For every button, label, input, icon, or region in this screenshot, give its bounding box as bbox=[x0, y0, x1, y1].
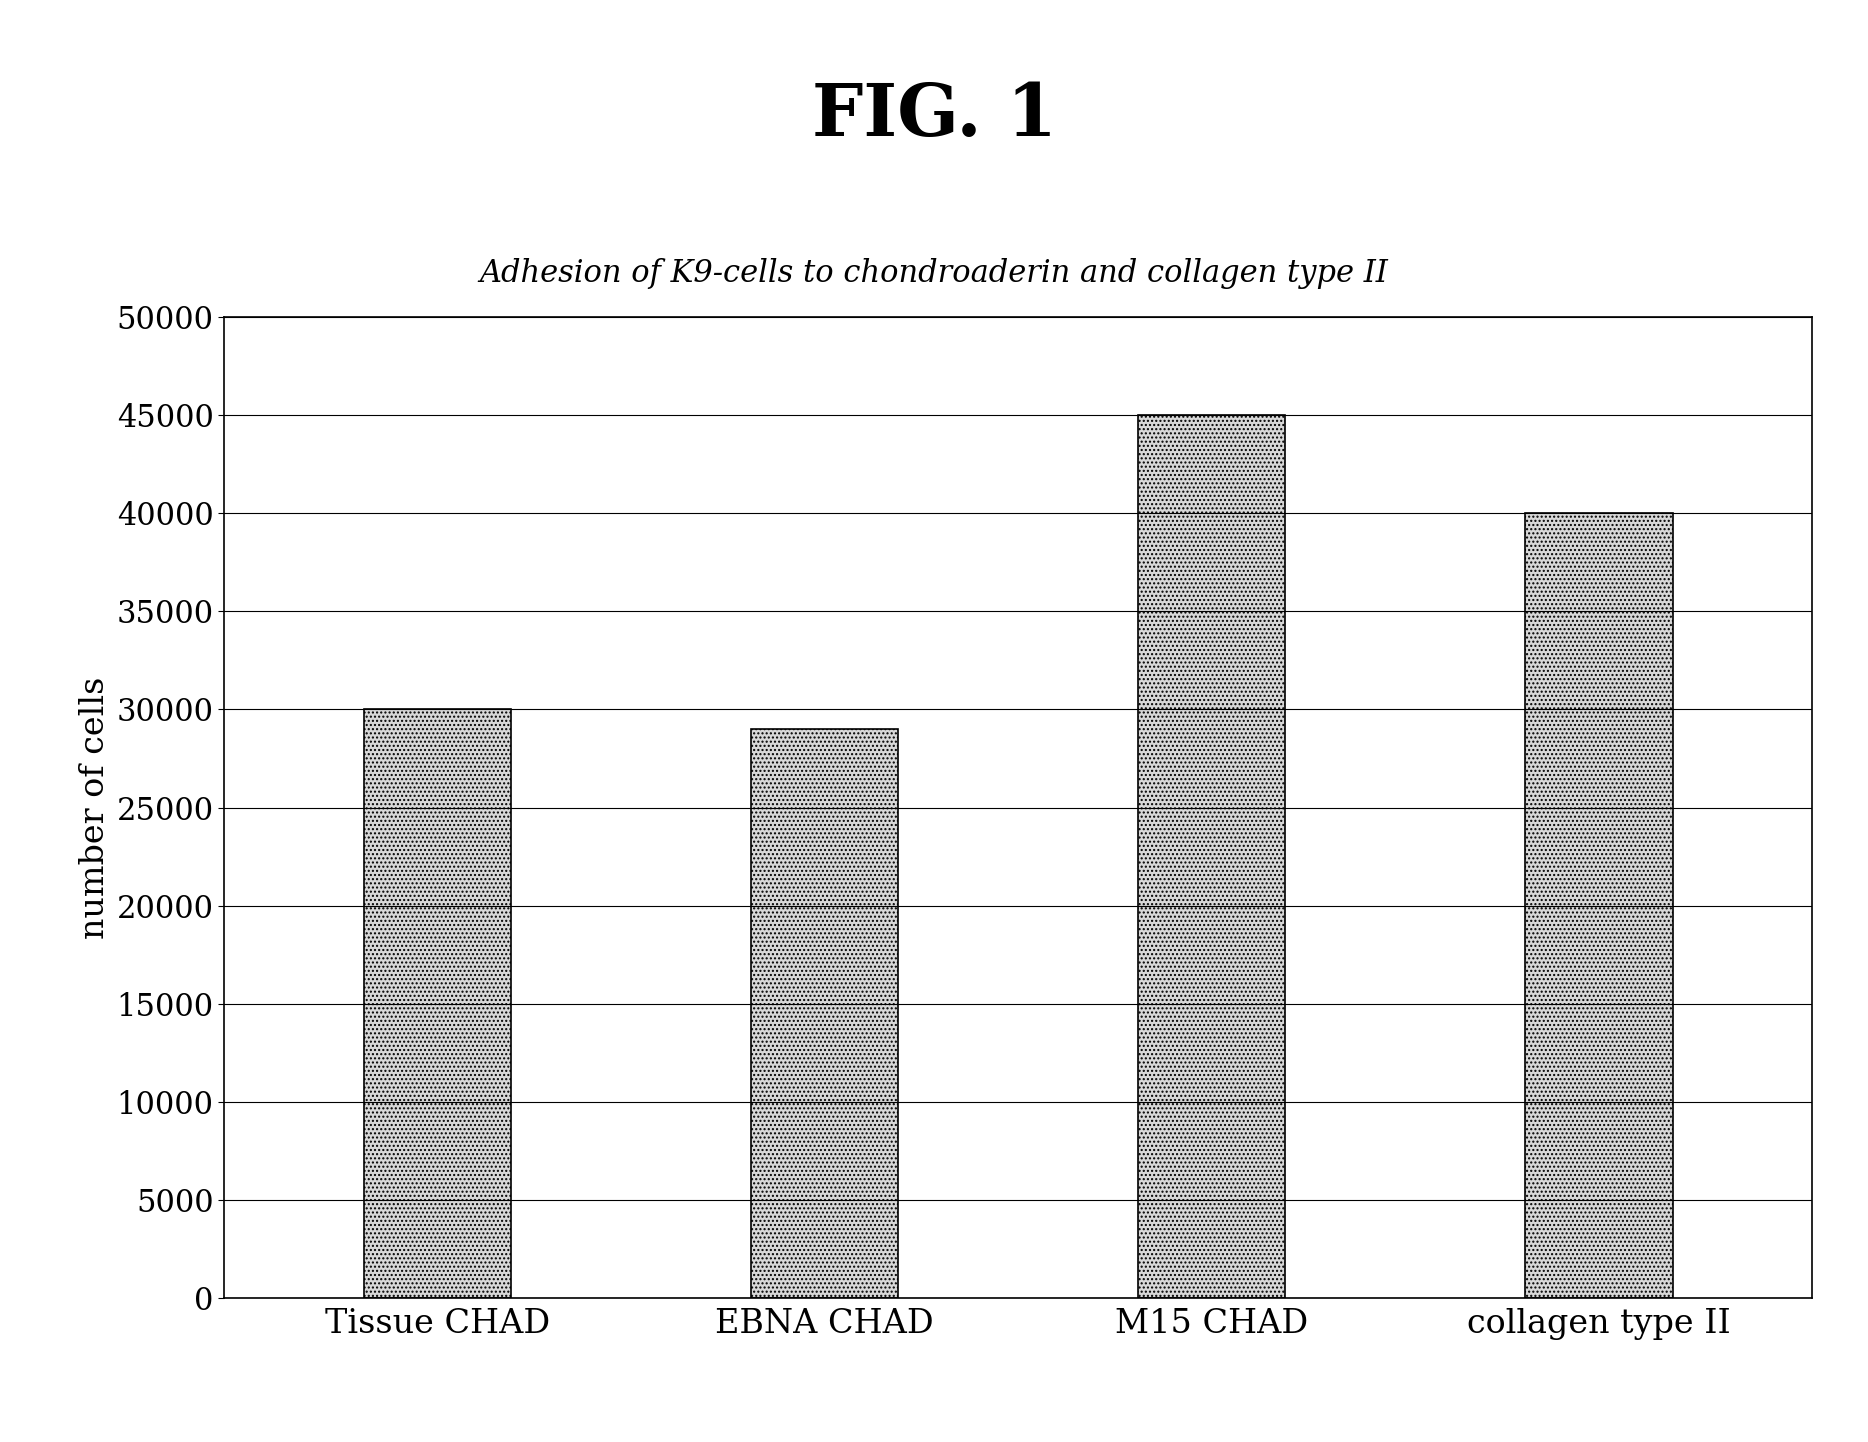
Text: FIG. 1: FIG. 1 bbox=[811, 79, 1057, 151]
Y-axis label: number of cells: number of cells bbox=[78, 676, 110, 939]
Text: Adhesion of K9-cells to chondroaderin and collagen type II: Adhesion of K9-cells to chondroaderin an… bbox=[480, 258, 1388, 290]
Bar bbox=[751, 730, 899, 1298]
Bar bbox=[1526, 513, 1672, 1298]
Bar bbox=[364, 709, 510, 1298]
Bar bbox=[1138, 415, 1285, 1298]
